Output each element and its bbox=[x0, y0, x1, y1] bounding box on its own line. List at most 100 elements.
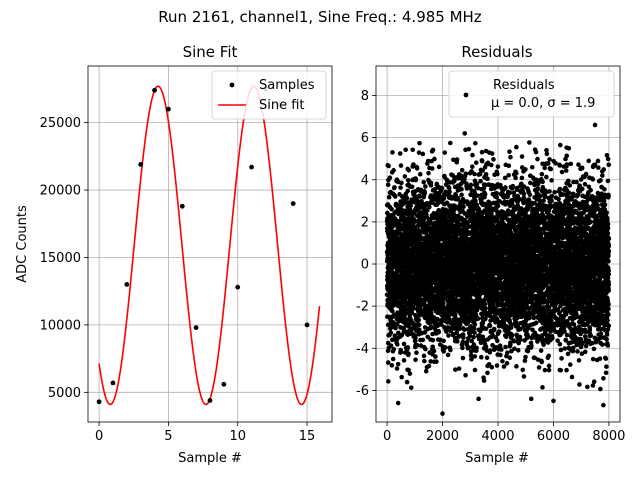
residual-point bbox=[506, 163, 512, 169]
residual-point bbox=[472, 354, 478, 359]
x-tick-label: 15 bbox=[299, 429, 316, 444]
residual-point bbox=[464, 181, 469, 187]
residual-point bbox=[478, 178, 483, 184]
residual-point bbox=[423, 368, 429, 374]
residual-point bbox=[401, 341, 407, 347]
residual-point bbox=[416, 322, 422, 328]
residual-point bbox=[446, 333, 451, 338]
residual-point bbox=[489, 364, 495, 370]
residual-point bbox=[507, 355, 513, 361]
residual-point bbox=[514, 144, 519, 150]
residual-point bbox=[484, 355, 490, 361]
legend-samples-label: Samples bbox=[259, 78, 315, 93]
residual-point bbox=[433, 354, 438, 359]
legend-samples-marker bbox=[229, 82, 235, 88]
residual-point bbox=[468, 353, 474, 358]
residual-point bbox=[507, 149, 512, 154]
residual-point bbox=[396, 330, 401, 336]
sine-fit-panel: Sine Fit 0 5 10 15500010000150002000025000 … bbox=[15, 43, 333, 466]
residual-point bbox=[426, 363, 432, 369]
residual-point bbox=[399, 374, 405, 380]
residual-point bbox=[390, 356, 396, 362]
residual-point bbox=[470, 164, 475, 169]
residual-point bbox=[506, 172, 512, 178]
sample-point bbox=[138, 162, 144, 167]
residual-point bbox=[402, 316, 408, 321]
residual-point bbox=[520, 367, 526, 373]
residual-point bbox=[482, 301, 488, 307]
residual-point bbox=[395, 361, 401, 367]
y-tick-label: 20000 bbox=[40, 184, 81, 199]
residual-point bbox=[426, 170, 431, 176]
residuals-data bbox=[384, 122, 612, 416]
y-tick-label: 5000 bbox=[48, 386, 81, 401]
residual-point bbox=[498, 352, 503, 358]
residual-point bbox=[491, 326, 497, 332]
residual-point bbox=[442, 150, 448, 155]
residual-point bbox=[456, 366, 462, 371]
residual-point bbox=[485, 370, 490, 376]
residual-point bbox=[398, 349, 404, 355]
residual-point bbox=[430, 337, 436, 343]
residual-point bbox=[463, 373, 468, 378]
residual-point bbox=[391, 347, 397, 352]
residual-point bbox=[409, 184, 415, 190]
residual-point bbox=[495, 338, 500, 344]
figure-title: Run 2161, channel1, Sine Freq.: 4.985 MH… bbox=[158, 8, 482, 26]
residual-point bbox=[385, 340, 391, 346]
residual-point bbox=[461, 204, 466, 209]
sample-point bbox=[207, 398, 213, 403]
y-tick-label: 25000 bbox=[40, 116, 81, 131]
legend-sine-fit-label: Sine fit bbox=[259, 98, 305, 113]
residual-point bbox=[421, 353, 427, 359]
residual-point bbox=[417, 171, 423, 177]
residual-point bbox=[504, 361, 510, 366]
sine-fit-title: Sine Fit bbox=[183, 43, 238, 61]
residual-point bbox=[390, 308, 395, 314]
residual-point bbox=[404, 195, 410, 201]
residual-point bbox=[399, 332, 405, 338]
residual-point bbox=[508, 154, 513, 160]
residual-point bbox=[479, 354, 484, 360]
residual-point bbox=[514, 364, 519, 369]
residual-point bbox=[447, 140, 453, 146]
residual-point bbox=[408, 203, 413, 209]
residual-point bbox=[474, 345, 479, 351]
sample-point bbox=[221, 381, 227, 387]
residual-point bbox=[504, 350, 510, 356]
residual-point bbox=[430, 344, 436, 350]
residual-point bbox=[422, 190, 428, 196]
residual-point bbox=[483, 344, 489, 350]
residual-point bbox=[491, 157, 496, 162]
residual-point bbox=[386, 194, 392, 200]
sample-point bbox=[235, 284, 241, 290]
residual-point bbox=[508, 342, 513, 347]
sample-point bbox=[249, 164, 254, 170]
residual-point bbox=[489, 151, 495, 156]
residual-point bbox=[459, 192, 464, 198]
residual-point bbox=[483, 306, 488, 311]
residual-point bbox=[487, 348, 493, 353]
residual-point bbox=[386, 163, 391, 169]
residual-point bbox=[459, 167, 465, 173]
residual-point bbox=[387, 175, 393, 181]
residual-point bbox=[471, 326, 477, 331]
residual-point bbox=[509, 333, 515, 338]
residual-point bbox=[392, 185, 397, 190]
sample-point bbox=[152, 87, 157, 93]
residual-point bbox=[435, 316, 440, 322]
residual-point bbox=[431, 348, 437, 354]
residual-point bbox=[443, 189, 448, 195]
residual-point bbox=[513, 170, 519, 176]
sine-fit-legend: Samples Sine fit bbox=[211, 70, 327, 120]
residual-point bbox=[463, 171, 469, 176]
residual-point bbox=[401, 358, 407, 363]
x-tick-label: 0 bbox=[95, 429, 103, 444]
residual-point bbox=[391, 168, 396, 173]
residual-point bbox=[429, 166, 435, 171]
residual-point bbox=[407, 371, 413, 376]
residual-point bbox=[439, 185, 445, 191]
residual-point bbox=[402, 310, 408, 316]
